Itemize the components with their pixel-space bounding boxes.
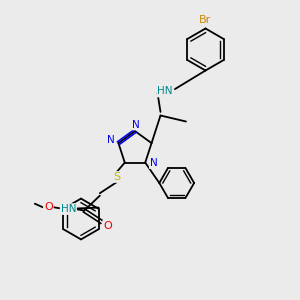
Text: HN: HN xyxy=(61,204,76,214)
Text: O: O xyxy=(44,202,53,212)
Text: O: O xyxy=(103,220,112,231)
Text: N: N xyxy=(150,158,158,168)
Text: N: N xyxy=(107,135,115,145)
Text: N: N xyxy=(132,119,140,130)
Text: S: S xyxy=(113,172,120,182)
Text: Br: Br xyxy=(200,15,211,25)
Text: HN: HN xyxy=(157,86,173,97)
